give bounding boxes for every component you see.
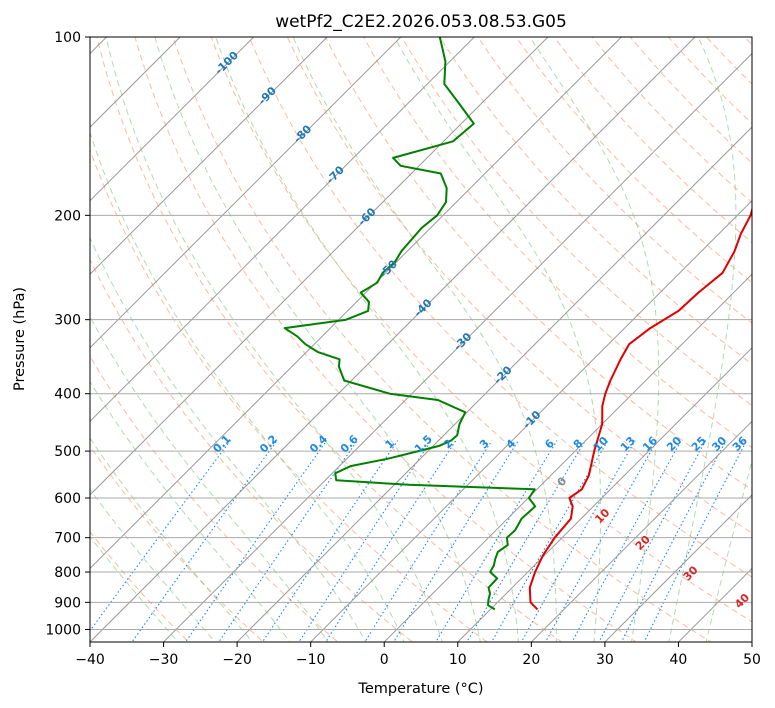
- isotherm-line: [457, 347, 752, 642]
- plot-frame: [89, 36, 753, 643]
- isotherm-line: [90, 37, 255, 202]
- mixing-ratio-line: [261, 440, 399, 642]
- moist-adiabat-line: [90, 315, 329, 642]
- dry-adiabat-line: [134, 37, 638, 642]
- isotherm-line: [604, 494, 752, 642]
- isotherm-line: [90, 37, 696, 642]
- sounding-profiles: [283, 37, 752, 611]
- isotherm-line: [236, 126, 752, 642]
- mixing-ratio-line: [598, 440, 707, 642]
- mixing-ratio-line: [520, 440, 636, 642]
- moist-adiabat-line: [90, 131, 405, 642]
- isotherm-line: [90, 37, 402, 349]
- y-tick-label: 800: [54, 565, 81, 581]
- moist-adiabat-line: [393, 37, 602, 642]
- x-tick-label: −30: [149, 652, 179, 668]
- x-tick-label: −10: [296, 652, 326, 668]
- x-tick-label: 20: [522, 652, 540, 668]
- isotherm-line: [90, 37, 476, 423]
- isotherm-line: [530, 420, 752, 642]
- dry-adiabat-line: [553, 37, 752, 244]
- mixing-ratio-line: [131, 440, 278, 642]
- dry-adiabat-line: [515, 37, 752, 284]
- isobars: [90, 37, 752, 630]
- dry-adiabat-line: [210, 37, 752, 623]
- isotherm-line: [90, 37, 549, 496]
- y-tick-label: 200: [54, 208, 81, 224]
- y-tick-label: 400: [54, 387, 81, 403]
- moist-adiabat-line: [90, 236, 367, 642]
- moist-adiabat-line: [154, 37, 481, 642]
- mixing-ratio-line: [571, 440, 682, 642]
- temperature-profile: [528, 206, 752, 611]
- moist-adiabat-line: [215, 37, 519, 642]
- dry-adiabat-line: [286, 37, 752, 534]
- dry-adiabat-line: [363, 37, 752, 449]
- mixing-ratio-line: [364, 440, 493, 642]
- moist-adiabat-line: [90, 380, 291, 642]
- x-tick-label: 30: [596, 652, 614, 668]
- isotherm-line: [162, 52, 752, 642]
- y-tick-label: 500: [54, 444, 81, 460]
- x-tick-label: 50: [743, 652, 761, 668]
- moist-adiabat-line: [705, 458, 752, 642]
- y-tick-label: 100: [54, 30, 81, 46]
- dewpoint-profile: [283, 37, 537, 611]
- moist-adiabat-line: [668, 37, 737, 642]
- isotherm-line: [90, 37, 623, 570]
- x-axis: −40 −30 −20 −10 0 10 20 30 40 50: [75, 642, 761, 668]
- y-axis-label: Pressure (hPa): [12, 287, 28, 391]
- y-tick-label: 700: [54, 531, 81, 547]
- x-tick-label: −40: [75, 652, 105, 668]
- x-tick-label: 10: [449, 652, 467, 668]
- mixing-ratio-line: [620, 440, 727, 642]
- moist-adiabat-line: [105, 37, 443, 642]
- isotherms: [90, 37, 752, 642]
- dry-adiabat-line: [90, 258, 414, 642]
- mixing-ratio-line: [325, 440, 457, 642]
- y-axis: 100 200 300 400 500 600 700 800 900 1000: [45, 30, 90, 638]
- mixing-ratio-line: [544, 440, 658, 642]
- mixing-ratio-line: [435, 440, 558, 642]
- dry-adiabat-line: [248, 37, 752, 578]
- y-tick-label: 600: [54, 491, 81, 507]
- x-axis-label: Temperature (°C): [357, 681, 483, 697]
- y-tick-label: 1000: [45, 622, 81, 638]
- mixing-ratio-line: [466, 440, 586, 642]
- moist-adiabat-line: [90, 437, 254, 642]
- mixing-ratio-lines: [90, 440, 748, 642]
- isotherm-line: [309, 199, 752, 642]
- dry-adiabat-line: [96, 37, 563, 642]
- dry-adiabat-line: [90, 355, 339, 642]
- dry-adiabat-line: [477, 37, 752, 324]
- isotherm-line: [90, 37, 328, 275]
- plot-area: -100-90-80-70-60-50-40-30-20-100.1 0.2 0.4…: [90, 37, 752, 642]
- x-tick-label: 40: [670, 652, 688, 668]
- x-tick-label: −20: [222, 652, 252, 668]
- dry-adiabats: [90, 37, 752, 642]
- y-tick-label: 300: [54, 313, 81, 329]
- dry-adiabat-line: [90, 531, 190, 642]
- x-tick-label: 0: [380, 652, 389, 668]
- isotherm-line: [383, 273, 752, 642]
- moist-adiabat-line: [90, 488, 216, 642]
- moist-adiabat-line: [292, 37, 557, 642]
- y-tick-label: 900: [54, 595, 81, 611]
- mixing-ratio-line: [643, 440, 748, 642]
- dry-adiabat-line: [401, 37, 752, 407]
- chart-title: wetPf2_C2E2.2026.053.08.53.G05: [275, 12, 567, 32]
